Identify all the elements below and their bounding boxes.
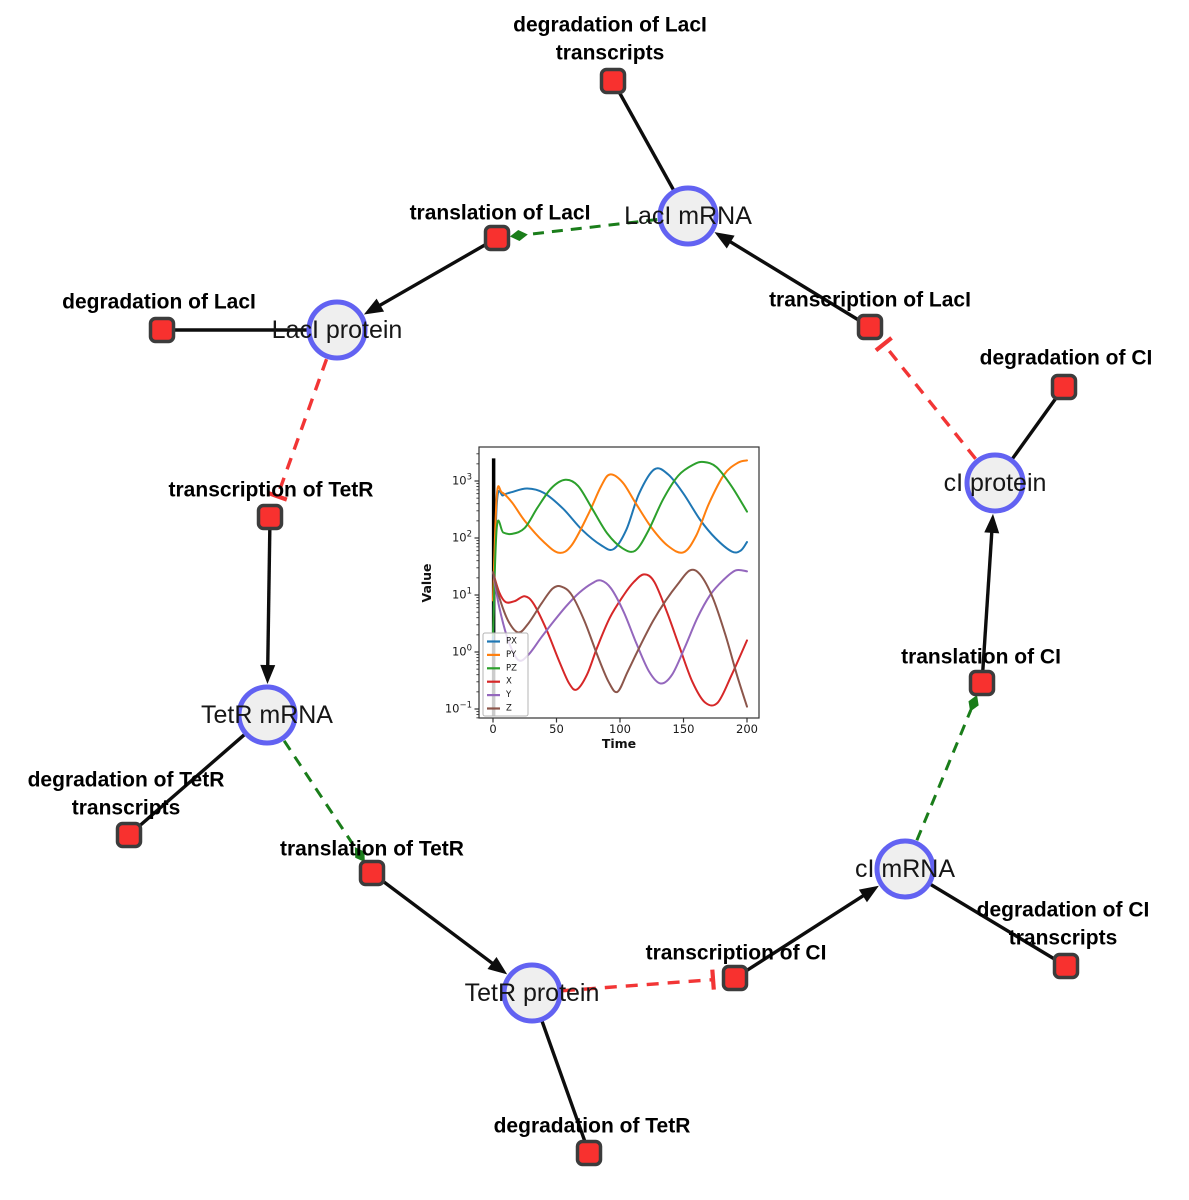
legend-entry-x: X [506, 677, 512, 687]
series-line-py [492, 459, 748, 602]
catalysis-arrowhead-icon [354, 847, 365, 863]
label-degradation-laci-transcripts-line1: degradation of LacI [513, 14, 707, 37]
label-tetr-mrna: TetR mRNA [201, 701, 333, 729]
reaction-node-translation-ci[interactable] [968, 669, 996, 697]
label-transcription-ci: transcription of CI [646, 942, 827, 965]
legend-entry-y: Y [505, 690, 512, 700]
label-transcription-laci: transcription of LacI [769, 289, 971, 312]
series-line-px [492, 467, 748, 643]
edge-translation-tetr--tetr-protein [370, 871, 508, 975]
label-degradation-tetr: degradation of TetR [494, 1115, 691, 1138]
legend-entry-pz: PZ [506, 663, 517, 673]
arrowhead-icon [260, 664, 276, 685]
edge-tetr-protein--transcription-ci [562, 969, 716, 993]
label-ci-protein: cI protein [944, 469, 1047, 497]
edge-translation-laci--laci-protein [363, 236, 498, 315]
species-node-ci-mrna[interactable] [874, 838, 936, 900]
edge-ci-mrna--degradation-ci-transcripts [904, 867, 1067, 968]
arrowhead-icon [363, 298, 385, 315]
reaction-node-translation-laci[interactable] [483, 224, 511, 252]
x-tick-label: 50 [549, 722, 564, 736]
label-translation-laci: translation of LacI [410, 202, 591, 225]
label-degradation-ci: degradation of CI [980, 347, 1153, 370]
arrowhead-icon [714, 232, 735, 249]
species-node-ci-protein[interactable] [964, 452, 1026, 514]
label-laci-mrna: LacI mRNA [624, 202, 752, 230]
legend-entry-py: PY [506, 650, 517, 660]
label-degradation-tetr-transcripts-line1: degradation of TetR [28, 769, 225, 792]
label-degradation-laci-transcripts-line2: transcripts [556, 42, 665, 65]
x-tick-label: 200 [736, 722, 758, 736]
edge-laci-mrna--translation-laci [509, 218, 658, 241]
label-laci-protein: LacI protein [272, 316, 403, 344]
timecourse-chart: 0 50 100 150 20010−1100101102103TimeValuePXP… [410, 425, 780, 770]
series-line-pz [492, 460, 748, 636]
edge-tetr-mrna--translation-tetr [282, 739, 365, 863]
catalysis-arrowhead-icon [968, 695, 979, 712]
inhibition-bar-icon [710, 969, 716, 990]
edge-ci-mrna--translation-ci [915, 695, 979, 841]
reaction-node-transcription-tetr[interactable] [256, 503, 284, 531]
label-degradation-tetr-transcripts-line2: transcripts [72, 797, 181, 820]
reaction-node-degradation-laci-transcripts[interactable] [599, 67, 627, 95]
reaction-node-transcription-laci[interactable] [856, 313, 884, 341]
arrowhead-icon [858, 885, 879, 903]
label-degradation-ci-transcripts-line2: transcripts [1009, 927, 1118, 950]
x-tick-label: 150 [673, 722, 695, 736]
edge-ci-protein--transcription-laci [874, 336, 977, 460]
y-axis-label: Value [419, 563, 434, 602]
series-layer [492, 459, 748, 708]
reaction-node-degradation-tetr[interactable] [575, 1139, 603, 1167]
axes-frame [478, 446, 760, 719]
nodes-layer [115, 67, 1080, 1167]
arrowhead-icon [984, 513, 1000, 534]
reaction-node-degradation-ci-transcripts[interactable] [1052, 952, 1080, 980]
arrowhead-icon [487, 957, 508, 975]
species-node-tetr-mrna[interactable] [236, 684, 298, 746]
edge-transcription-tetr--tetr-mrna [260, 516, 276, 685]
reaction-node-translation-tetr[interactable] [358, 859, 386, 887]
label-translation-tetr: translation of TetR [280, 838, 464, 861]
series-line-z [492, 568, 748, 708]
legend-entry-z: Z [506, 704, 512, 714]
edge-transcription-laci--laci-mrna [714, 232, 871, 329]
label-transcription-tetr: transcription of TetR [169, 479, 374, 502]
edge-transcription-ci--ci-mrna [734, 885, 879, 980]
x-tick-label: 0 [489, 722, 496, 736]
species-node-laci-protein[interactable] [306, 299, 368, 361]
reaction-node-degradation-laci[interactable] [148, 316, 176, 344]
species-node-tetr-protein[interactable] [501, 962, 563, 1024]
edges-layer [127, 80, 1067, 1154]
edge-translation-ci--ci-protein [980, 513, 1000, 684]
x-axis-label: Time [602, 736, 636, 751]
series-line-x [492, 571, 748, 707]
label-degradation-laci: degradation of LacI [62, 291, 256, 314]
labels-layer: LacI mRNA LacI protein TetR mRNA TetR prote… [28, 14, 1153, 1138]
reaction-node-transcription-ci[interactable] [721, 964, 749, 992]
species-node-laci-mrna[interactable] [657, 185, 719, 247]
catalysis-arrowhead-icon [509, 230, 528, 241]
legend: PX PY PZ XYZ [482, 632, 529, 717]
inhibition-bar-icon [267, 490, 288, 502]
legend-entry-px: PX [506, 637, 517, 647]
x-tick-label: 100 [609, 722, 631, 736]
reaction-node-degradation-tetr-transcripts[interactable] [115, 821, 143, 849]
label-translation-ci: translation of CI [901, 646, 1061, 669]
label-degradation-ci-transcripts-line1: degradation of CI [977, 899, 1150, 922]
label-ci-mrna: cI mRNA [855, 855, 955, 883]
edge-laci-protein--transcription-tetr [267, 358, 329, 502]
label-tetr-protein: TetR protein [465, 979, 600, 1007]
reaction-node-degradation-ci[interactable] [1050, 373, 1078, 401]
simulation-plot-inset: 0 50 100 150 200 10−1 100 101 102 103 Time Value PX P… [410, 425, 780, 770]
inhibition-bar-icon [874, 336, 893, 353]
